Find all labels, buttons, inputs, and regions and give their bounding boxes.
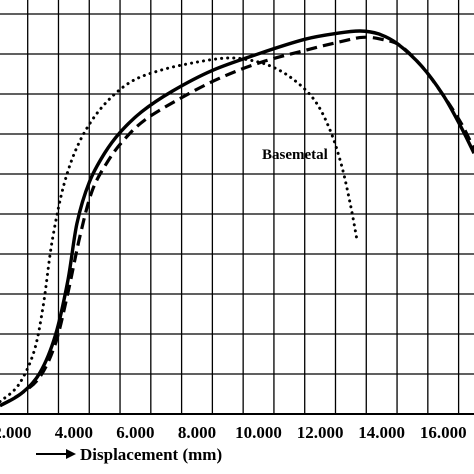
chart-series: [0, 29, 474, 408]
series-line-solid: [0, 29, 474, 408]
x-axis-tick-labels: 2.000 4.000 6.000 8.000 10.000 12.000 14.000 16…: [0, 423, 467, 442]
x-tick-label-3: 8.000: [178, 423, 216, 442]
x-axis-label-group: Displacement (mm): [36, 445, 222, 464]
series-line-dotted: [0, 56, 359, 404]
x-tick-label-2: 6.000: [116, 423, 154, 442]
x-tick-label-6: 14.000: [358, 423, 405, 442]
x-tick-label-1: 4.000: [55, 423, 93, 442]
series-line-dashed: [0, 35, 474, 408]
x-tick-label-0: 2.000: [0, 423, 31, 442]
chart-grid: [0, 0, 474, 415]
x-tick-label-4: 10.000: [235, 423, 282, 442]
x-tick-label-5: 12.000: [297, 423, 344, 442]
x-axis-arrow-head: [66, 449, 76, 459]
x-axis-label: Displacement (mm): [80, 445, 222, 464]
basemetal-annotation: Basemetal: [262, 147, 328, 163]
x-tick-label-7: 16.000: [420, 423, 467, 442]
